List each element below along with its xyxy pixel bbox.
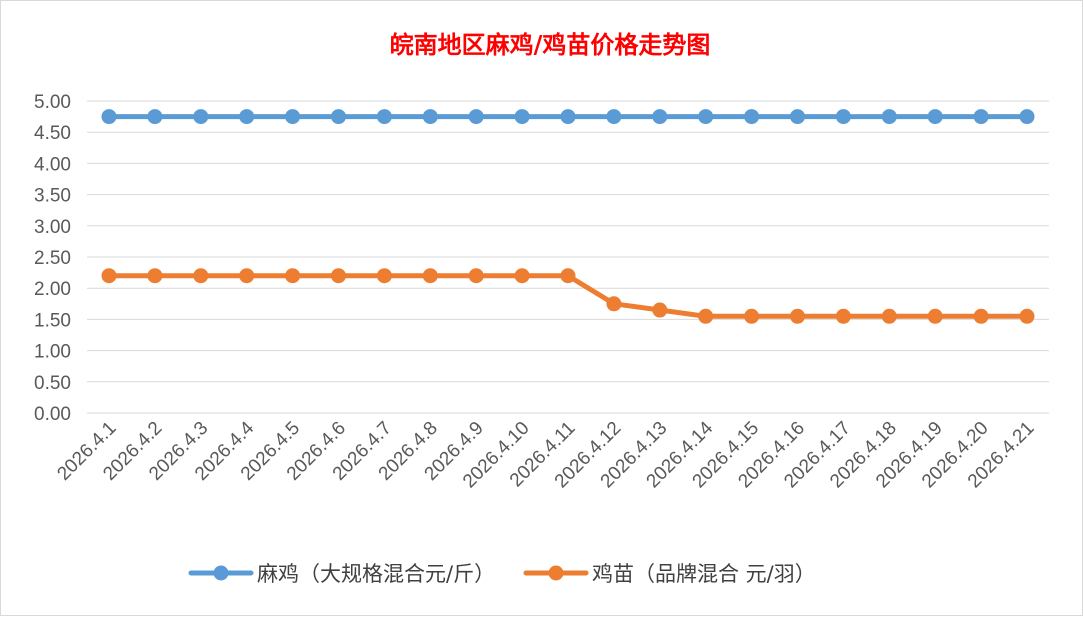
y-tick-label: 1.00 bbox=[34, 342, 71, 363]
y-tick-label: 1.50 bbox=[34, 310, 71, 331]
data-point bbox=[744, 308, 760, 324]
data-point bbox=[652, 109, 668, 125]
legend-swatch-marker bbox=[548, 565, 564, 581]
data-point bbox=[560, 268, 576, 284]
data-point bbox=[376, 109, 392, 125]
data-point bbox=[239, 268, 255, 284]
data-point bbox=[101, 268, 117, 284]
data-point bbox=[652, 302, 668, 318]
data-point bbox=[606, 109, 622, 125]
y-tick-label: 3.50 bbox=[34, 186, 71, 207]
data-point bbox=[193, 109, 209, 125]
x-axis-ticks: 2026.4.12026.4.22026.4.32026.4.42026.4.5… bbox=[53, 417, 1038, 492]
y-tick-label: 4.00 bbox=[34, 154, 71, 175]
data-point bbox=[468, 109, 484, 125]
data-point bbox=[973, 308, 989, 324]
data-point bbox=[835, 109, 851, 125]
data-point bbox=[514, 109, 530, 125]
y-tick-label: 2.00 bbox=[34, 279, 71, 300]
chart-title: 皖南地区麻鸡/鸡苗价格走势图 bbox=[390, 30, 711, 59]
y-tick-label: 0.50 bbox=[34, 373, 71, 394]
data-point bbox=[606, 296, 622, 312]
legend-label: 鸡苗（品牌混合 元/羽） bbox=[592, 562, 816, 586]
data-point bbox=[147, 268, 163, 284]
series-1 bbox=[101, 109, 1035, 125]
data-point bbox=[698, 109, 714, 125]
data-point bbox=[468, 268, 484, 284]
legend-label: 麻鸡（大规格混合元/斤） bbox=[257, 562, 495, 586]
data-point bbox=[331, 109, 346, 125]
data-point bbox=[285, 268, 301, 284]
legend-item: 鸡苗（品牌混合 元/羽） bbox=[523, 562, 816, 586]
data-point bbox=[1019, 308, 1035, 324]
y-axis-ticks: 0.00 0.50 1.00 1.50 2.00 2.50 3.00 3.50 4.00 4.50… bbox=[34, 92, 71, 425]
y-tick-label: 4.50 bbox=[34, 123, 71, 144]
data-point bbox=[422, 109, 438, 125]
legend: 麻鸡（大规格混合元/斤） 鸡苗（品牌混合 元/羽） bbox=[188, 562, 816, 586]
data-point bbox=[1019, 109, 1035, 125]
data-point bbox=[835, 308, 851, 324]
y-tick-label: 0.00 bbox=[34, 404, 71, 425]
data-point bbox=[285, 109, 301, 125]
data-point bbox=[744, 109, 760, 125]
data-point bbox=[560, 109, 576, 125]
legend-swatch-marker bbox=[213, 565, 229, 581]
legend-item: 麻鸡（大规格混合元/斤） bbox=[188, 562, 495, 586]
y-tick-label: 2.50 bbox=[34, 248, 71, 269]
data-point bbox=[927, 308, 943, 324]
data-point bbox=[790, 308, 805, 324]
data-point bbox=[239, 109, 255, 125]
data-point bbox=[973, 109, 989, 125]
data-point bbox=[790, 109, 805, 125]
y-tick-label: 5.00 bbox=[34, 92, 71, 113]
series-layer bbox=[101, 109, 1035, 324]
data-point bbox=[698, 308, 714, 324]
data-point bbox=[927, 109, 943, 125]
data-point bbox=[101, 109, 117, 125]
data-point bbox=[147, 109, 163, 125]
data-point bbox=[881, 308, 897, 324]
data-point bbox=[422, 268, 438, 284]
data-point bbox=[881, 109, 897, 125]
data-point bbox=[193, 268, 209, 284]
data-point bbox=[376, 268, 392, 284]
data-point bbox=[331, 268, 346, 284]
gridlines bbox=[87, 100, 1049, 414]
data-point bbox=[514, 268, 530, 284]
y-tick-label: 3.00 bbox=[34, 217, 71, 238]
series-2 bbox=[101, 268, 1035, 324]
